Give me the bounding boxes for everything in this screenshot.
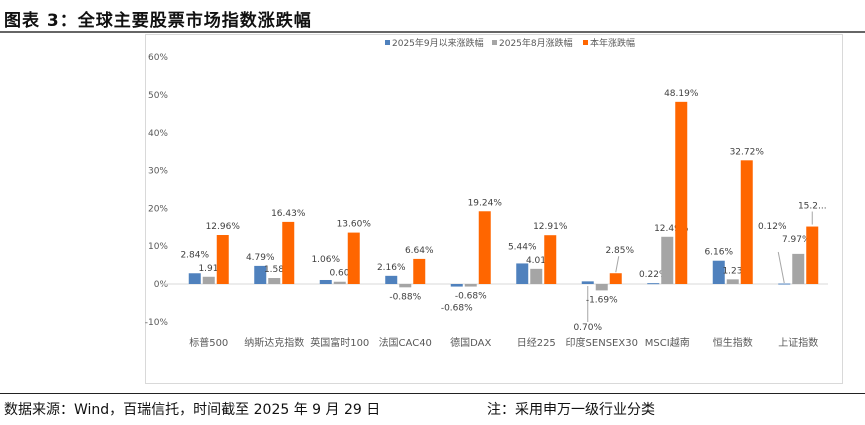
data-label: 32.72%: [730, 147, 765, 157]
category-label: 日经225: [517, 336, 556, 349]
bar: [530, 268, 543, 284]
bar: [450, 284, 463, 287]
bar: [268, 278, 281, 284]
data-source: 数据来源：Wind，百瑞信托，时间截至 2025 年 9 月 29 日: [4, 402, 381, 418]
data-label: 7.97%: [782, 235, 811, 245]
data-label: -0.68%: [455, 292, 487, 302]
data-label: 0.70%: [573, 323, 602, 333]
bar: [347, 232, 360, 284]
category-label: 英国富时100: [310, 336, 369, 349]
data-label: 6.16%: [704, 248, 733, 258]
legend-swatch: [583, 40, 588, 45]
bar: [478, 211, 491, 284]
legend-label: 本年涨跌幅: [590, 37, 635, 49]
bar: [712, 260, 725, 284]
leader-line: [777, 251, 785, 284]
legend-swatch: [492, 40, 497, 45]
bar: [399, 284, 412, 288]
bar: [202, 276, 215, 284]
data-label: 2.84%: [180, 250, 209, 260]
bar: [726, 279, 739, 284]
category-label: 上证指数: [778, 336, 818, 349]
category-label: 标普500: [189, 336, 228, 349]
bar: [516, 263, 529, 284]
bar: [792, 253, 805, 284]
y-tick-label: 50%: [148, 91, 168, 101]
bar: [385, 275, 398, 284]
data-label: 13.60%: [337, 220, 372, 230]
data-label: -0.88%: [389, 292, 421, 302]
bar: [464, 284, 477, 287]
data-label: 0.60%: [329, 269, 358, 279]
data-label: 12.49%: [654, 224, 689, 234]
y-tick-label: 20%: [148, 204, 168, 214]
chart-frame: [145, 34, 843, 384]
data-label: 15.2...: [798, 202, 827, 212]
data-label: 0.22%: [639, 270, 668, 280]
legend-label: 2025年9月以来涨跌幅: [392, 37, 484, 49]
y-tick-label: 0%: [154, 280, 169, 290]
title-divider: [0, 31, 865, 33]
category-label: 恒生指数: [713, 336, 753, 349]
data-label: 5.44%: [508, 242, 537, 252]
data-label: 4.01%: [526, 256, 555, 266]
data-label: 19.24%: [468, 198, 503, 208]
bar: [806, 226, 819, 284]
data-label: 12.96%: [206, 222, 241, 232]
y-tick-label: 60%: [148, 53, 168, 63]
data-label: 1.23%: [722, 266, 751, 276]
bar: [595, 284, 608, 291]
category-label: 印度SENSEX30: [566, 336, 638, 349]
bar: [740, 160, 753, 284]
bar: [647, 283, 660, 285]
bar: [282, 221, 295, 284]
bar: [609, 273, 622, 284]
data-label: 0.12%: [758, 222, 787, 232]
bar: [188, 273, 201, 284]
category-label: 德国DAX: [450, 336, 491, 349]
category-label: MSCI越南: [645, 336, 690, 349]
data-label: 1.91%: [198, 264, 227, 274]
data-label: 12.91%: [533, 222, 568, 232]
leader-line: [615, 256, 620, 273]
data-label: 1.06%: [311, 255, 340, 265]
y-tick-label: 30%: [148, 167, 168, 177]
legend-swatch: [385, 40, 390, 45]
bar: [254, 265, 267, 284]
bar: [581, 281, 594, 284]
category-label: 法国CAC40: [379, 336, 432, 349]
category-label: 纳斯达克指数: [244, 336, 304, 349]
y-tick-label: 40%: [148, 129, 168, 139]
figure-title: 图表 3：全球主要股票市场指数涨跌幅: [4, 11, 312, 31]
data-label: 48.19%: [664, 89, 699, 99]
footnote: 注：采用申万一级行业分类: [487, 402, 655, 418]
bar: [216, 235, 229, 284]
data-label: 2.85%: [605, 246, 634, 256]
bar: [333, 281, 346, 284]
data-label: 4.79%: [246, 253, 275, 263]
bar: [778, 283, 791, 285]
data-label: 2.16%: [377, 263, 406, 273]
data-label: 16.43%: [271, 209, 306, 219]
legend-label: 2025年8月涨跌幅: [499, 37, 573, 49]
bar: [544, 235, 557, 284]
bar: [413, 258, 426, 284]
bar: [675, 101, 688, 284]
data-label: -0.68%: [441, 304, 473, 314]
y-tick-label: 10%: [148, 242, 168, 252]
bar: [661, 236, 674, 284]
y-tick-label: -10%: [145, 318, 169, 328]
footer-divider: [0, 393, 865, 394]
data-label: 6.64%: [405, 246, 434, 256]
data-label: 1.58%: [264, 265, 293, 275]
bar: [319, 279, 332, 284]
data-label: -1.69%: [586, 295, 618, 305]
